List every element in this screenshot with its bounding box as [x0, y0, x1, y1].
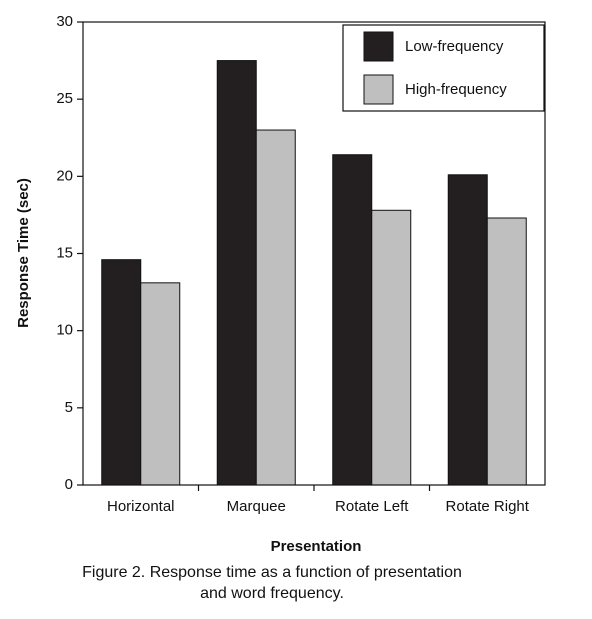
legend-swatch: [363, 74, 394, 105]
y-tick-label: 30: [56, 13, 73, 30]
y-tick-label: 0: [65, 476, 73, 493]
x-tick-label: Marquee: [227, 498, 286, 515]
bar: [101, 259, 142, 486]
y-tick-label: 20: [56, 167, 73, 184]
y-tick-label: 15: [56, 244, 73, 261]
legend-box: [342, 24, 545, 112]
legend-label: Low-frequency: [405, 38, 504, 55]
legend-swatch: [363, 31, 394, 62]
bar: [216, 60, 257, 486]
caption: Figure 2. Response time as a function of…: [82, 564, 462, 581]
y-tick-label: 25: [56, 90, 73, 107]
legend-label: High-frequency: [405, 81, 507, 98]
bar: [447, 174, 488, 486]
bar: [371, 209, 412, 486]
bar: [332, 154, 373, 486]
x-tick-label: Rotate Left: [335, 498, 409, 515]
x-tick-label: Horizontal: [107, 498, 175, 515]
bar: [140, 282, 181, 486]
bar: [486, 217, 527, 486]
y-axis-label: Response Time (sec): [15, 178, 32, 328]
y-tick-label: 10: [56, 322, 73, 339]
x-axis-label: Presentation: [271, 538, 362, 555]
caption: and word frequency.: [200, 585, 344, 602]
y-tick-label: 5: [65, 399, 73, 416]
bar: [255, 129, 296, 486]
plot-frame: [82, 21, 546, 486]
x-tick-label: Rotate Right: [446, 498, 530, 515]
